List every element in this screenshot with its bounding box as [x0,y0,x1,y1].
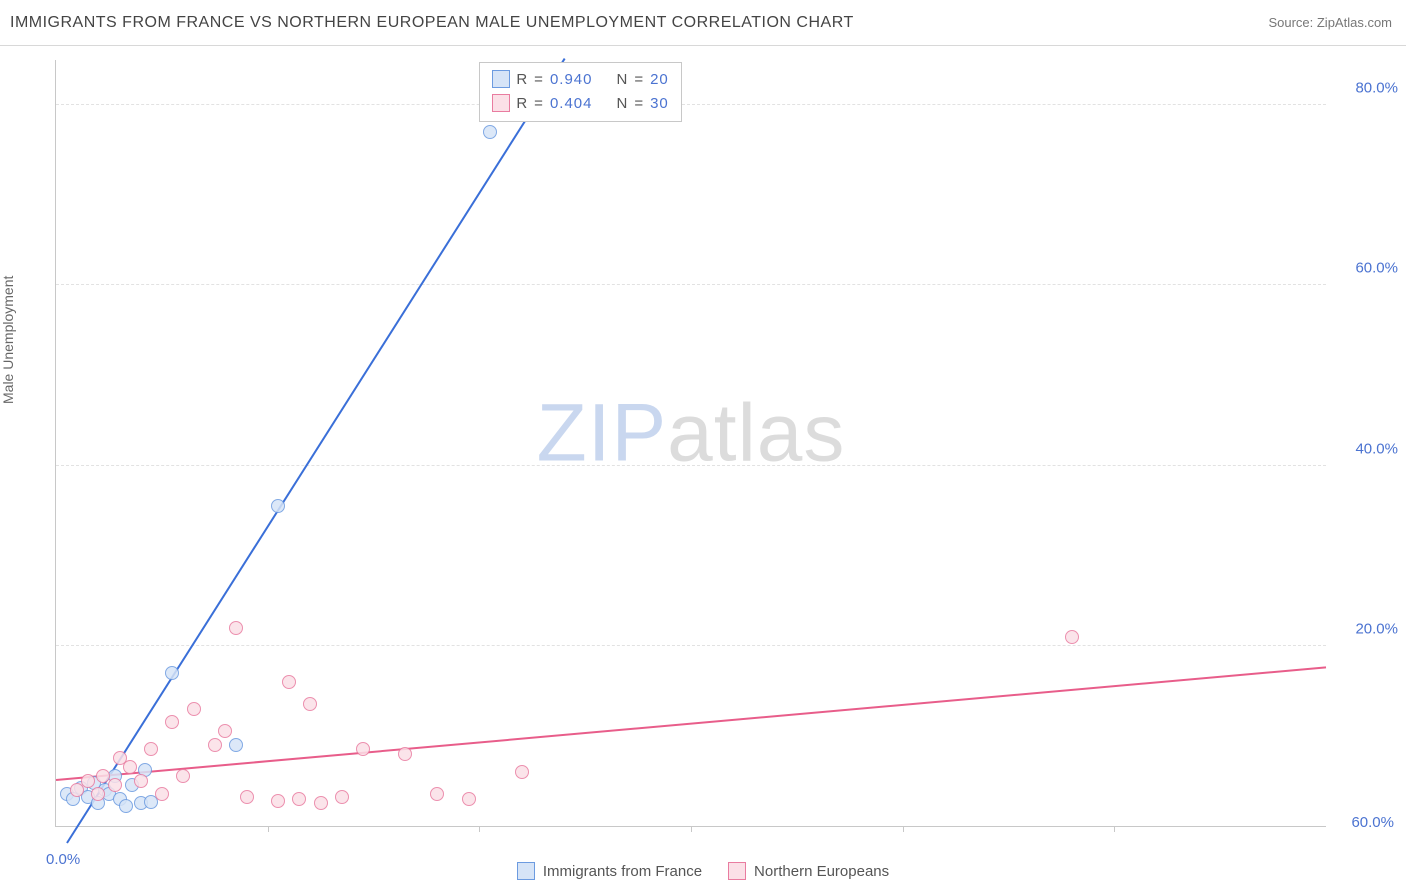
n-label: N [616,95,628,112]
data-point-northern [144,742,158,756]
chart-title: IMMIGRANTS FROM FRANCE VS NORTHERN EUROP… [10,14,854,32]
data-point-northern [155,787,169,801]
swatch-icon [492,94,510,112]
data-point-northern [123,760,137,774]
x-tick [479,826,480,832]
data-point-northern [271,794,285,808]
data-point-northern [229,621,243,635]
gridline [56,284,1326,285]
gridline [56,645,1326,646]
source-label: Source: ZipAtlas.com [1268,15,1392,30]
legend-label: Immigrants from France [543,863,702,880]
data-point-northern [134,774,148,788]
data-point-northern [335,790,349,804]
y-axis-label: Male Unemployment [0,276,16,404]
eq-label: = [634,71,644,88]
trend-line-northern [56,666,1326,781]
r-label: R [516,95,528,112]
y-tick-label: 80.0% [1355,80,1398,97]
gridline [56,465,1326,466]
data-point-northern [462,792,476,806]
x-tick [268,826,269,832]
legend-label: Northern Europeans [754,863,889,880]
data-point-northern [356,742,370,756]
data-point-france [483,125,497,139]
data-point-northern [515,765,529,779]
data-point-northern [430,787,444,801]
data-point-france [229,738,243,752]
data-point-northern [398,747,412,761]
data-point-northern [208,738,222,752]
data-point-france [271,499,285,513]
stats-row-france: R = 0.940 N = 20 [492,67,668,91]
data-point-northern [108,778,122,792]
data-point-northern [282,675,296,689]
legend-item-france: Immigrants from France [517,862,702,880]
swatch-icon [492,70,510,88]
data-point-northern [218,724,232,738]
r-value: 0.940 [550,71,593,88]
swatch-icon [728,862,746,880]
legend-item-northern: Northern Europeans [728,862,889,880]
plot-area: ZIPatlas 20.0%40.0%60.0%80.0%0.0%60.0%R=… [55,60,1326,827]
x-tick [1114,826,1115,832]
data-point-northern [176,769,190,783]
data-point-northern [292,792,306,806]
swatch-icon [517,862,535,880]
r-label: R [516,71,528,88]
stats-row-northern: R = 0.404 N = 30 [492,91,668,115]
watermark: ZIPatlas [537,387,846,481]
stats-legend: R = 0.940 N = 20 R = 0.404 N = 30 [479,62,681,122]
data-point-northern [240,790,254,804]
n-label: N [616,71,628,88]
eq-label: = [634,95,644,112]
data-point-northern [96,769,110,783]
eq-label: = [534,71,544,88]
x-tick [691,826,692,832]
data-point-france [119,799,133,813]
y-tick-label: 60.0% [1355,260,1398,277]
y-tick-label: 20.0% [1355,620,1398,637]
eq-label: = [534,95,544,112]
gridline [56,104,1326,105]
trend-line-france [66,58,565,843]
data-point-northern [1065,630,1079,644]
x-tick [903,826,904,832]
legend-bottom: Immigrants from France Northern European… [0,862,1406,880]
data-point-northern [303,697,317,711]
data-point-france [165,666,179,680]
y-tick-label: 40.0% [1355,440,1398,457]
data-point-northern [91,787,105,801]
data-point-northern [187,702,201,716]
data-point-northern [165,715,179,729]
x-max-label: 60.0% [1351,814,1394,831]
data-point-northern [314,796,328,810]
n-value: 30 [650,95,669,112]
chart-header: IMMIGRANTS FROM FRANCE VS NORTHERN EUROP… [0,0,1406,46]
r-value: 0.404 [550,95,593,112]
n-value: 20 [650,71,669,88]
data-point-northern [81,774,95,788]
